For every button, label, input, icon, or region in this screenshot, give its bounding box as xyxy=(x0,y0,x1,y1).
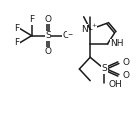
Text: O: O xyxy=(44,47,51,56)
Text: F: F xyxy=(14,24,19,33)
Text: S: S xyxy=(45,31,51,40)
Text: N: N xyxy=(81,25,88,34)
Text: O: O xyxy=(123,71,130,80)
Text: S: S xyxy=(101,64,107,73)
Text: F: F xyxy=(29,15,34,24)
Text: O: O xyxy=(63,31,70,40)
Text: O: O xyxy=(123,58,130,67)
Text: +: + xyxy=(91,23,96,28)
Text: −: − xyxy=(67,31,73,36)
Text: F: F xyxy=(14,38,19,47)
Text: OH: OH xyxy=(109,80,122,89)
Text: O: O xyxy=(44,15,51,24)
Text: NH: NH xyxy=(110,39,124,48)
